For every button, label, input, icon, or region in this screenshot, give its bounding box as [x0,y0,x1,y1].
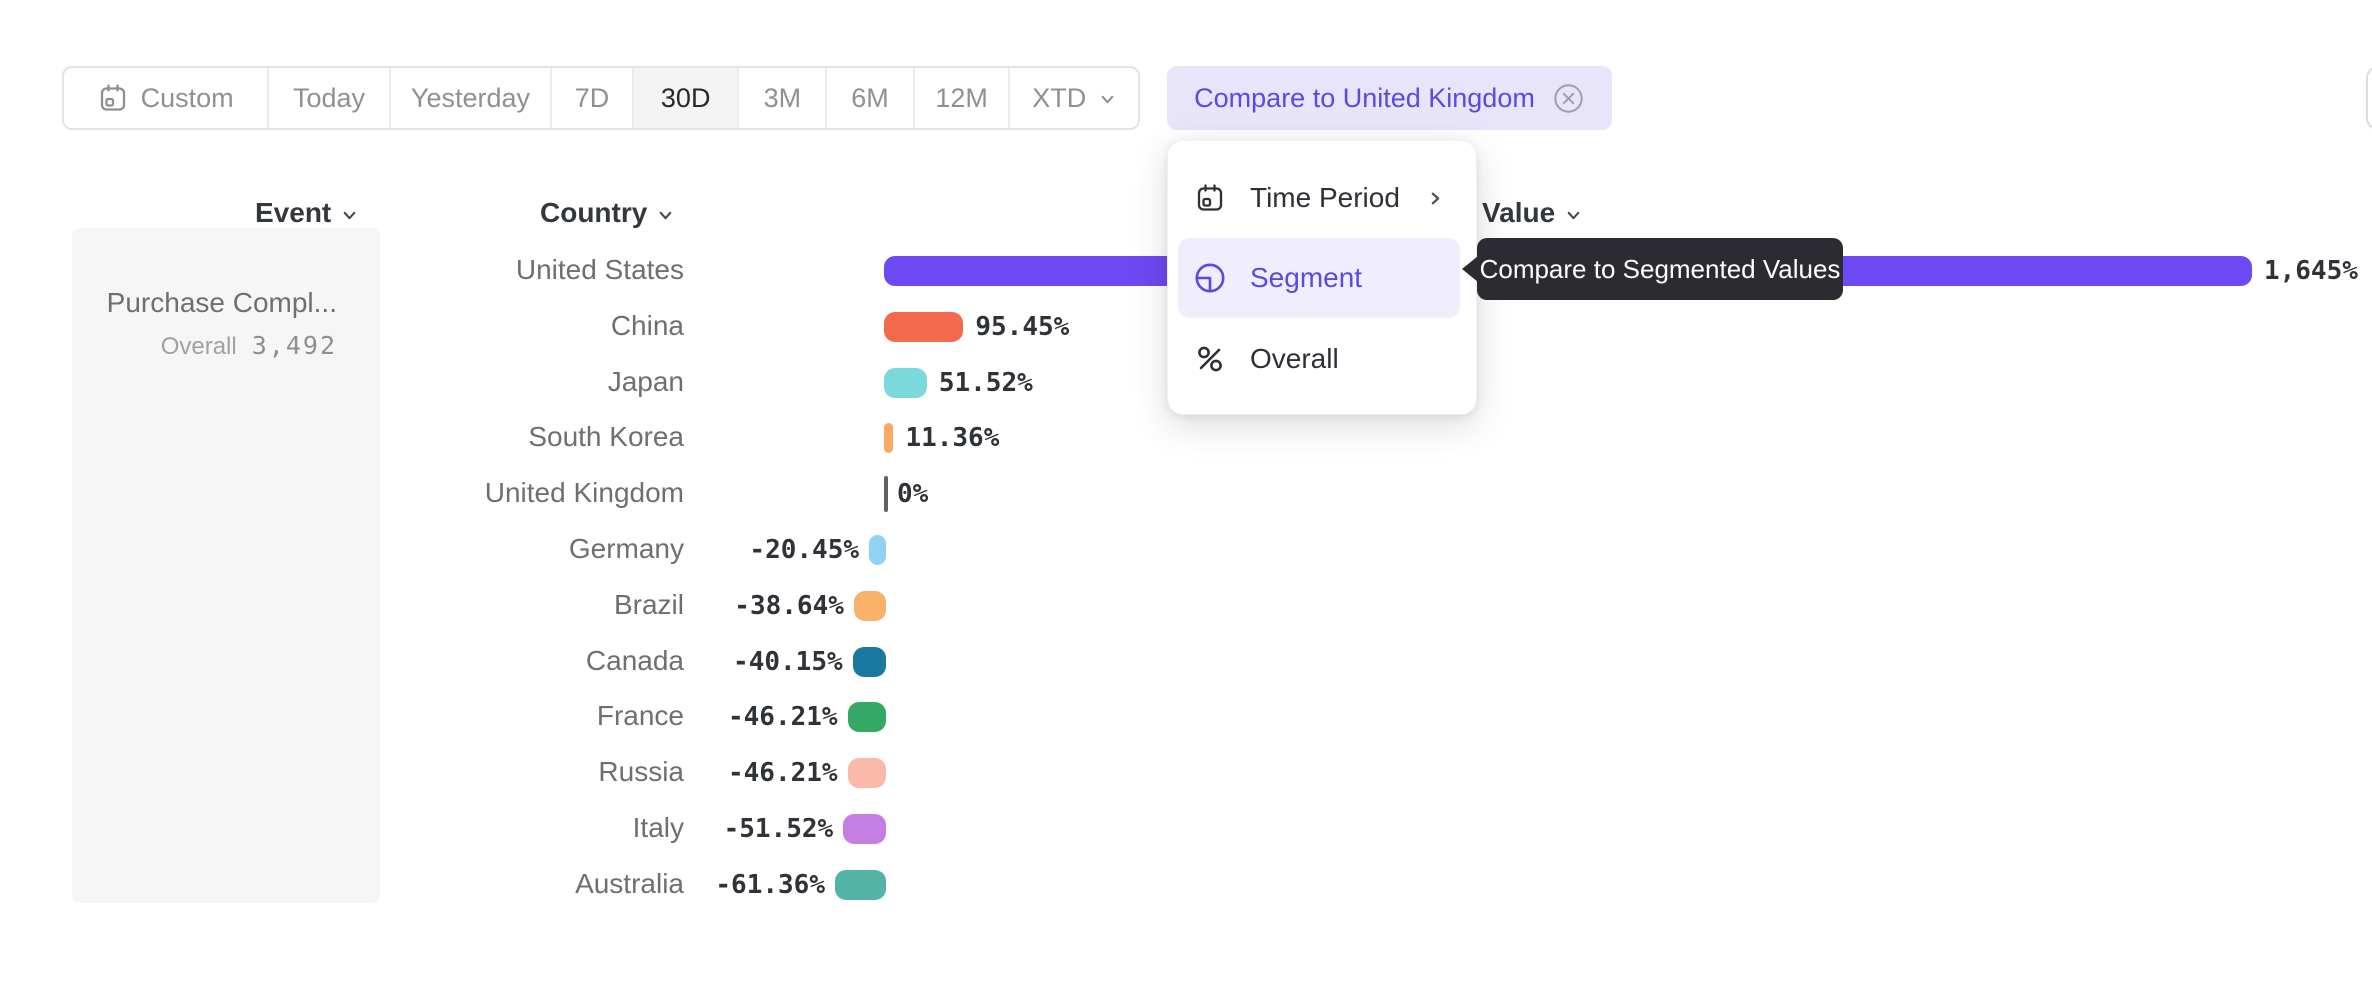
event-overall-label: Overall [160,333,237,360]
chevron-down-icon [657,207,674,224]
menu-item-time-period[interactable]: Time Period [1178,168,1460,228]
event-name: Purchase Compl... [106,287,337,318]
country-label: Italy [632,812,684,843]
close-circle-icon[interactable] [1552,82,1585,115]
bar[interactable] [884,311,964,342]
bar[interactable] [847,758,886,789]
clipped-edge-panel [2366,66,2372,130]
range-button-6m[interactable]: 6M [827,68,915,128]
range-button-label: Yesterday [410,82,531,113]
range-button-3m[interactable]: 3M [739,68,828,128]
column-header-country[interactable]: Country [540,196,674,230]
range-button-custom[interactable]: Custom [64,68,270,128]
range-button-label: 7D [574,82,610,113]
range-button-label: 3M [763,82,802,113]
value-label: -61.36% [715,869,825,900]
calendar-icon [98,83,128,113]
country-label: France [596,700,684,732]
percent-icon [1193,343,1227,375]
event-overall-value: 3,492 [251,331,337,360]
chevron-down-icon [341,207,358,224]
menu-item-overall[interactable]: Overall [1178,329,1460,389]
menu-item-label: Segment [1250,262,1363,293]
menu-item-segment[interactable]: Segment [1178,238,1460,318]
range-button-label: XTD [1032,82,1087,113]
country-label: United Kingdom [484,477,684,509]
bar[interactable] [884,423,894,454]
bar[interactable] [847,702,886,733]
country-label: China [610,309,684,341]
country-label: Australia [575,867,684,899]
range-button-label: 30D [660,82,711,113]
value-label: -38.64% [734,590,844,621]
range-button-label: Today [292,82,366,113]
compare-chip-label: Compare to United Kingdom [1194,82,1535,113]
bar[interactable] [834,869,886,900]
value-label: -40.15% [733,646,843,677]
value-label: 0% [897,479,929,510]
event-overall-row: Overall 3,492 [72,331,337,361]
column-header-event[interactable]: Event [255,196,358,230]
range-button-label: 12M [935,82,988,113]
tooltip: Compare to Segmented Values [1477,238,1843,300]
value-label: 11.36% [905,423,1000,454]
range-button-label: Custom [140,82,234,113]
country-label: Germany [568,533,684,564]
calendar-icon [1193,183,1227,213]
country-label: Japan [607,365,684,397]
value-label: -46.21% [728,702,838,733]
value-label: -46.21% [728,758,838,789]
range-button-30d[interactable]: 30D [633,68,740,128]
range-button-12m[interactable]: 12M [915,68,1011,128]
event-list-item[interactable]: Purchase Compl... Overall 3,492 [72,286,337,361]
range-button-today[interactable]: Today [269,68,391,128]
value-label: 95.45% [975,311,1070,342]
country-label: Russia [598,756,684,788]
chevron-right-icon [1427,190,1444,207]
menu-item-label: Time Period [1250,182,1400,213]
tooltip-text: Compare to Segmented Values [1479,253,1841,284]
value-label: 1,645% [2263,256,2358,286]
value-label: -20.45% [749,535,859,565]
segment-icon [1193,261,1227,295]
event-panel: Purchase Compl... Overall 3,492 [72,228,380,903]
country-label: Brazil [613,588,684,620]
menu-item-label: Overall [1250,343,1339,374]
range-button-xtd[interactable]: XTD [1010,68,1138,128]
range-button-7d[interactable]: 7D [552,68,634,128]
bar[interactable] [868,535,886,565]
range-button-label: 6M [851,82,889,113]
column-header-value-label: Value [1482,197,1556,228]
column-header-event-label: Event [255,197,332,228]
date-range-toolbar: Custom Today Yesterday 7D 30D 3M 6M 12M XTD [62,66,1140,130]
value-label: 51.52% [938,367,1033,398]
zero-axis-tick[interactable] [884,476,888,513]
country-label: South Korea [528,421,684,453]
bar[interactable] [853,590,886,621]
column-header-value[interactable]: Value [1482,196,1582,230]
bar[interactable] [852,646,886,677]
chevron-down-icon [1565,207,1582,224]
compare-chip[interactable]: Compare to United Kingdom [1167,66,1612,130]
chevron-down-icon [1099,91,1116,108]
compare-dropdown-menu: Time Period Segment Overall [1167,140,1477,415]
column-header-country-label: Country [540,197,648,228]
country-label: Canada [585,644,684,676]
country-label: United States [515,254,684,285]
range-button-yesterday[interactable]: Yesterday [391,68,553,128]
bar[interactable] [884,367,927,398]
value-label: -51.52% [723,814,834,844]
bar[interactable] [843,814,886,844]
